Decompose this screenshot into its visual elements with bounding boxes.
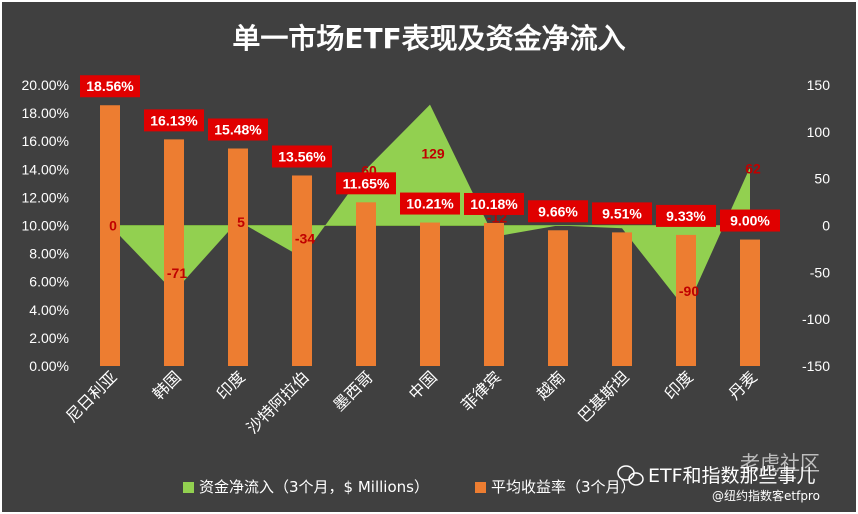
return-label-box xyxy=(208,118,268,141)
return-label-box xyxy=(592,202,652,225)
return-labels: 18.56% 16.13% 15.48% 13.56% 11.65% 10.21% 10.1… xyxy=(80,75,780,232)
return-data-label: 15.48% xyxy=(214,122,262,138)
return-bar xyxy=(484,222,504,366)
return-series xyxy=(100,105,760,367)
return-bar xyxy=(740,239,760,366)
return-bar xyxy=(420,222,440,366)
left-tick-label: 12.00% xyxy=(22,189,69,205)
legend-inflow-label: 资金净流入（3个月，$ Millions） xyxy=(199,478,429,496)
left-axis: 0.00% 2.00% 4.00% 6.00% 8.00% 10.00% 12.00% 14.… xyxy=(22,77,69,374)
return-bar xyxy=(548,230,568,366)
return-bar xyxy=(100,105,120,367)
return-label-box xyxy=(464,192,524,215)
return-label-box xyxy=(400,192,460,215)
right-tick-label: 100 xyxy=(807,124,831,140)
right-tick-label: -150 xyxy=(802,358,830,374)
return-data-label: 10.21% xyxy=(406,196,454,212)
return-label-box xyxy=(272,145,332,168)
return-data-label: 16.13% xyxy=(150,112,198,128)
legend-return-swatch xyxy=(475,482,486,493)
return-label-box xyxy=(720,209,780,232)
return-data-label: 9.51% xyxy=(602,205,642,221)
return-data-label: 18.56% xyxy=(86,78,134,94)
watermark-site: 老虎社区 xyxy=(740,451,820,475)
return-bar xyxy=(228,148,248,366)
legend: 资金净流入（3个月，$ Millions） 平均收益率（3个月） xyxy=(183,478,636,496)
net-inflow-data-label: 62 xyxy=(745,160,761,176)
return-data-label: 9.00% xyxy=(730,213,770,229)
watermark: 老虎社区 ETF和指数那些事儿 @纽约指数客etfpro xyxy=(617,451,820,503)
return-bar xyxy=(612,232,632,366)
left-tick-label: 20.00% xyxy=(22,77,69,93)
left-tick-label: 14.00% xyxy=(22,161,69,177)
return-data-label: 11.65% xyxy=(343,175,390,191)
left-tick-label: 16.00% xyxy=(22,133,69,149)
chart-title: 单一市场ETF表现及资金净流入 xyxy=(232,22,625,55)
watermark-account: ETF和指数那些事儿 xyxy=(648,465,816,487)
return-bar xyxy=(356,202,376,366)
left-tick-label: 0.00% xyxy=(29,358,69,374)
left-tick-label: 4.00% xyxy=(29,302,69,318)
wechat-icon xyxy=(617,465,644,486)
right-tick-label: -100 xyxy=(802,311,830,327)
return-label-box xyxy=(656,204,716,227)
right-axis: -150 -100 -50 0 50 100 150 xyxy=(802,77,830,374)
right-tick-label: 50 xyxy=(814,171,830,187)
left-tick-label: 2.00% xyxy=(29,330,69,346)
net-inflow-data-label: -71 xyxy=(167,265,187,281)
return-data-label: 9.66% xyxy=(538,203,578,219)
return-label-box xyxy=(336,172,396,195)
return-label-box xyxy=(144,109,204,132)
left-tick-label: 18.00% xyxy=(22,105,69,121)
return-data-label: 10.18% xyxy=(470,196,518,212)
return-label-box xyxy=(80,75,140,98)
net-inflow-data-label: 129 xyxy=(421,146,445,162)
net-inflow-data-label: 0 xyxy=(109,218,117,234)
net-inflow-data-label: 5 xyxy=(237,214,245,230)
legend-inflow-swatch xyxy=(183,482,194,493)
left-tick-label: 8.00% xyxy=(29,246,69,262)
return-bar xyxy=(676,234,696,366)
watermark-handle: @纽约指数客etfpro xyxy=(712,488,820,503)
return-label-box xyxy=(528,200,588,223)
right-tick-label: 150 xyxy=(807,77,831,93)
return-data-label: 9.33% xyxy=(666,208,706,224)
return-bar xyxy=(164,139,184,366)
net-inflow-data-label: -90 xyxy=(679,283,699,299)
right-tick-label: 0 xyxy=(822,218,830,234)
legend-return-label: 平均收益率（3个月） xyxy=(491,478,636,496)
net-inflow-data-label: -34 xyxy=(295,230,315,246)
left-tick-label: 6.00% xyxy=(29,274,69,290)
return-bar xyxy=(292,175,312,366)
return-data-label: 13.56% xyxy=(278,148,326,164)
right-tick-label: -50 xyxy=(810,264,830,280)
left-tick-label: 10.00% xyxy=(22,218,69,234)
